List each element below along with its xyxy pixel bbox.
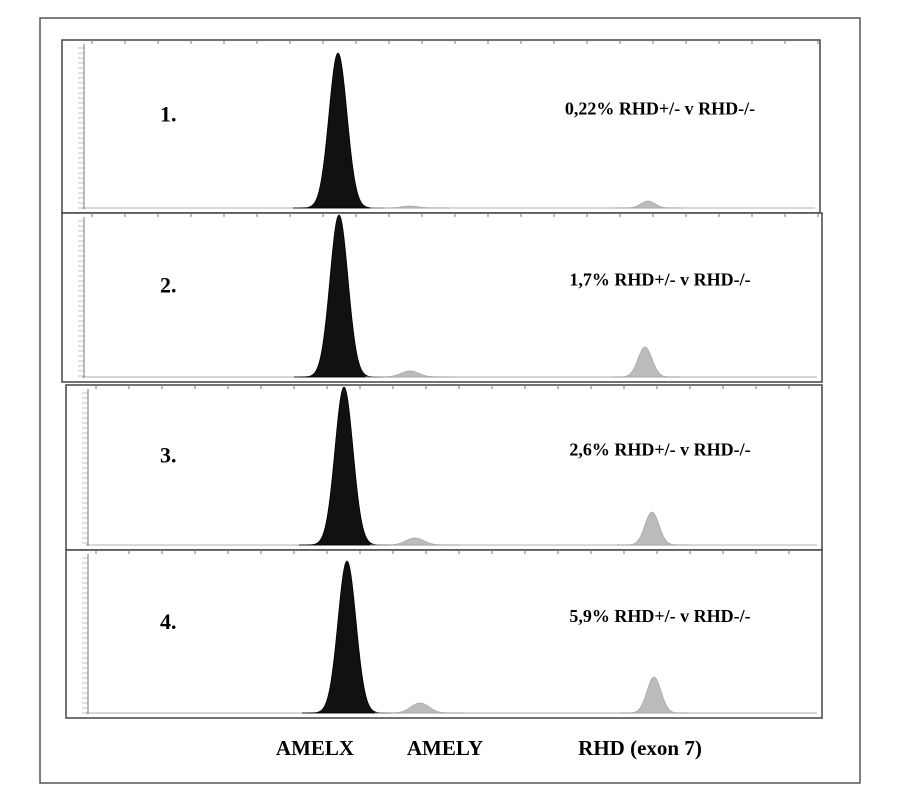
peak xyxy=(293,52,383,209)
panel-frame xyxy=(61,39,821,214)
panel-label: 3. xyxy=(160,443,177,468)
panel-label: 2. xyxy=(160,273,177,298)
peak xyxy=(299,386,389,546)
panels: 1. 0,22% RHD+/- v RHD-/- 2. 1,7% RHD+/- v R… xyxy=(61,39,823,719)
peak xyxy=(619,676,689,714)
panel-annotation: 5,9% RHD+/- v RHD-/- xyxy=(569,606,750,626)
peak xyxy=(613,200,683,209)
peak xyxy=(370,205,450,209)
panel-frame xyxy=(61,212,823,383)
panel-frame xyxy=(65,549,823,719)
peak-label: AMELY xyxy=(407,736,483,760)
peak-label: RHD (exon 7) xyxy=(578,736,702,760)
panel-label: 4. xyxy=(160,609,177,634)
panel-annotation: 1,7% RHD+/- v RHD-/- xyxy=(569,270,750,290)
panel-frame xyxy=(65,384,823,551)
peak xyxy=(365,370,455,378)
peak xyxy=(302,560,392,714)
panel-annotation: 0,22% RHD+/- v RHD-/- xyxy=(565,99,755,119)
peak xyxy=(610,346,680,378)
peak xyxy=(294,214,384,378)
peak-label: AMELX xyxy=(276,736,354,760)
peak xyxy=(370,537,460,546)
peak xyxy=(375,702,465,714)
panel-annotation: 2,6% RHD+/- v RHD-/- xyxy=(569,440,750,460)
panel-label: 1. xyxy=(160,102,177,127)
peak xyxy=(617,511,687,546)
